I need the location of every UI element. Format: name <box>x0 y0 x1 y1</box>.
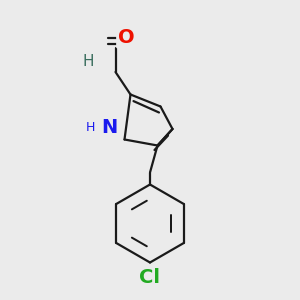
Text: H: H <box>86 121 95 134</box>
Text: O: O <box>118 28 134 47</box>
Text: Cl: Cl <box>140 268 160 287</box>
Text: H: H <box>83 54 94 69</box>
Text: N: N <box>101 118 118 137</box>
